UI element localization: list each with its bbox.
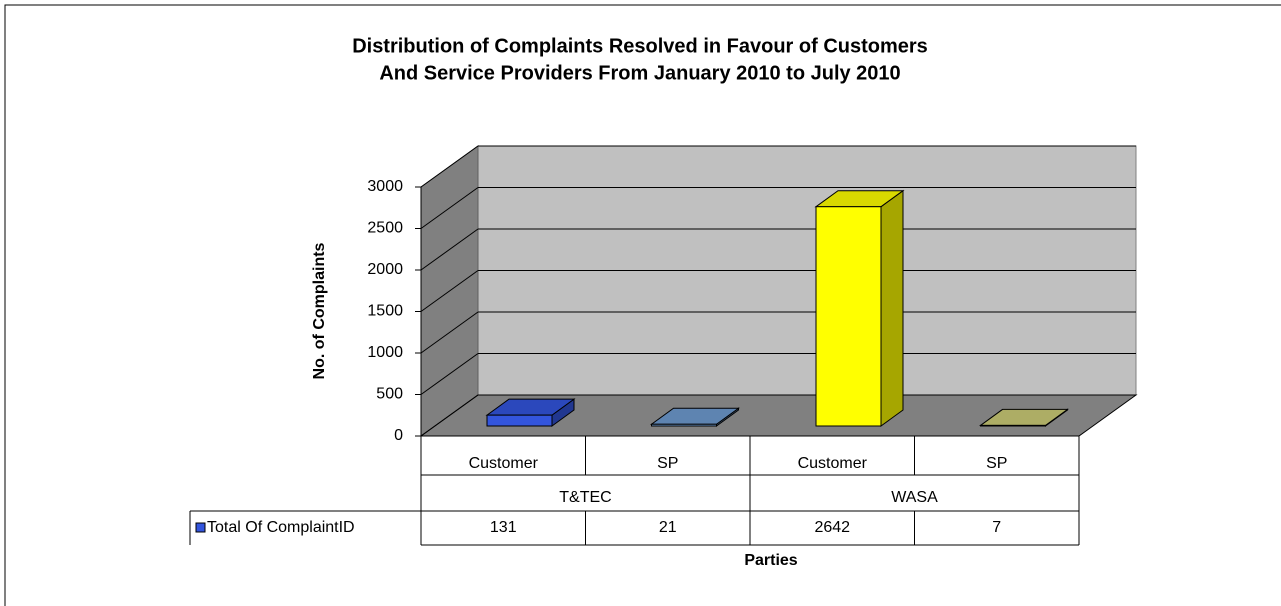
grid-line [420, 187, 479, 229]
frame [4, 4, 1281, 606]
bar [815, 206, 882, 427]
bar-side [880, 189, 904, 427]
x-axis-label: Parties [744, 552, 797, 569]
table-value: 21 [659, 519, 677, 536]
group-label: WASA [891, 489, 938, 506]
y-tick-label: 2000 [367, 261, 403, 278]
grid-line [420, 353, 479, 395]
y-tick-label: 2500 [367, 220, 403, 237]
y-axis-label: No. of Complaints [311, 242, 328, 379]
group-label: T&TEC [559, 489, 611, 506]
legend-swatch [195, 522, 206, 533]
chart-title: Distribution of Complaints Resolved in F… [352, 35, 928, 57]
grid-line [420, 311, 479, 354]
chart-title: And Service Providers From January 2010 … [379, 62, 900, 84]
y-tick-label: 1000 [367, 344, 403, 361]
bar [651, 423, 717, 427]
x-tick-label: SP [657, 455, 678, 472]
x-tick-label: SP [986, 455, 1007, 472]
table-value: 7 [992, 519, 1001, 536]
table-value: 131 [490, 519, 517, 536]
grid-line [420, 394, 479, 437]
grid-line [420, 228, 479, 271]
x-tick-label: Customer [469, 455, 539, 472]
y-tick-label: 1500 [367, 303, 403, 320]
y-tick-label: 500 [376, 386, 403, 403]
table-value: 2642 [814, 519, 850, 536]
x-tick-label: Customer [798, 455, 868, 472]
grid-line [420, 270, 479, 312]
y-tick-label: 0 [394, 427, 403, 444]
y-tick-label: 3000 [367, 178, 403, 195]
grid-line [420, 145, 479, 188]
bar [486, 414, 553, 427]
bar [980, 424, 1046, 427]
legend-label: Total Of ComplaintID [207, 519, 355, 536]
